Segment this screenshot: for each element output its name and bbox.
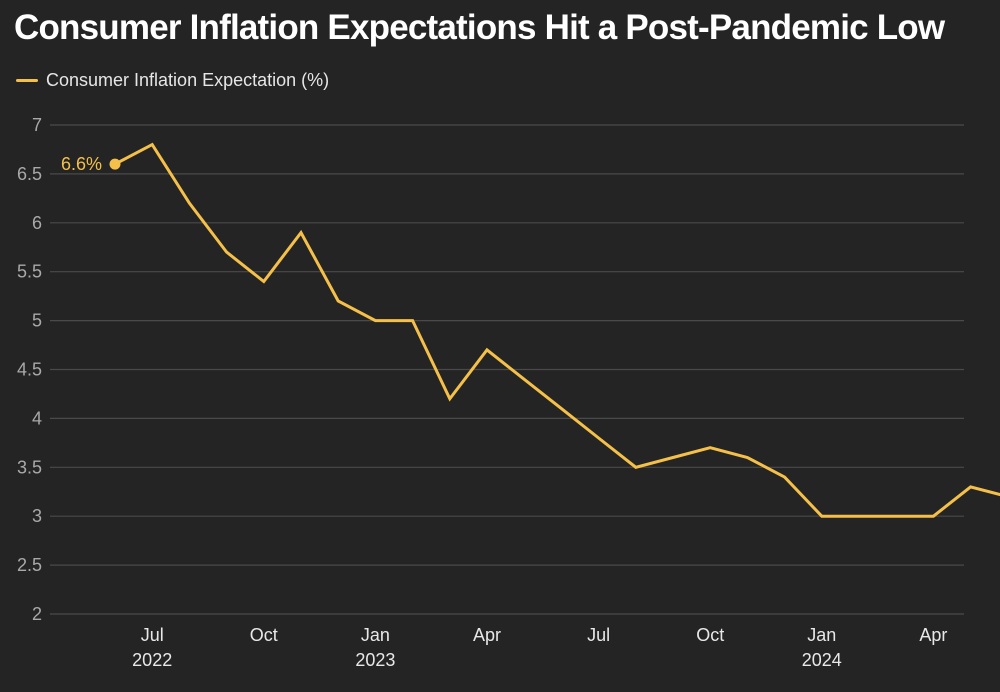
legend-label: Consumer Inflation Expectation (%) [46, 70, 330, 90]
x-tick-label: Jan [361, 625, 390, 645]
y-tick-label: 5 [32, 311, 42, 331]
y-tick-label: 4 [32, 408, 42, 428]
x-tick-label: Apr [919, 625, 947, 645]
y-tick-label: 2 [32, 604, 42, 624]
chart-title: Consumer Inflation Expectations Hit a Po… [14, 8, 945, 47]
series-line [113, 142, 1000, 518]
y-tick-label: 6.5 [17, 164, 42, 184]
y-tick-label: 3 [32, 506, 42, 526]
x-tick-year-label: 2023 [355, 650, 395, 670]
grid-layer [50, 124, 964, 615]
y-tick-label: 4.5 [17, 360, 42, 380]
y-tick-label: 3.5 [17, 457, 42, 477]
legend: Consumer Inflation Expectation (%) [16, 70, 329, 91]
x-tick-label: Oct [696, 625, 724, 645]
x-tick-year-label: 2022 [132, 650, 172, 670]
legend-swatch [16, 79, 38, 82]
annotation-layer: 6.6%3% [61, 154, 121, 174]
y-tick-label: 5.5 [17, 262, 42, 282]
x-tick-label: Jul [587, 625, 610, 645]
x-tick-label: Jan [807, 625, 836, 645]
y-tick-label: 6 [32, 213, 42, 233]
y-axis-ticks: 2 2.5 3 3.5 4 4.5 5 5.5 6 6.5 7 [17, 115, 42, 624]
x-tick-label: Oct [250, 625, 278, 645]
y-tick-label: 7 [32, 115, 42, 135]
x-tick-label: Jul [141, 625, 164, 645]
endpoint-marker [109, 158, 121, 170]
x-axis-ticks: Jul2022OctJan2023AprJulOctJan2024AprJul [132, 625, 947, 670]
series-layer [113, 142, 1000, 518]
endpoint-label: 6.6% [61, 154, 102, 174]
y-tick-label: 2.5 [17, 555, 42, 575]
x-tick-year-label: 2024 [802, 650, 842, 670]
x-tick-label: Apr [473, 625, 501, 645]
